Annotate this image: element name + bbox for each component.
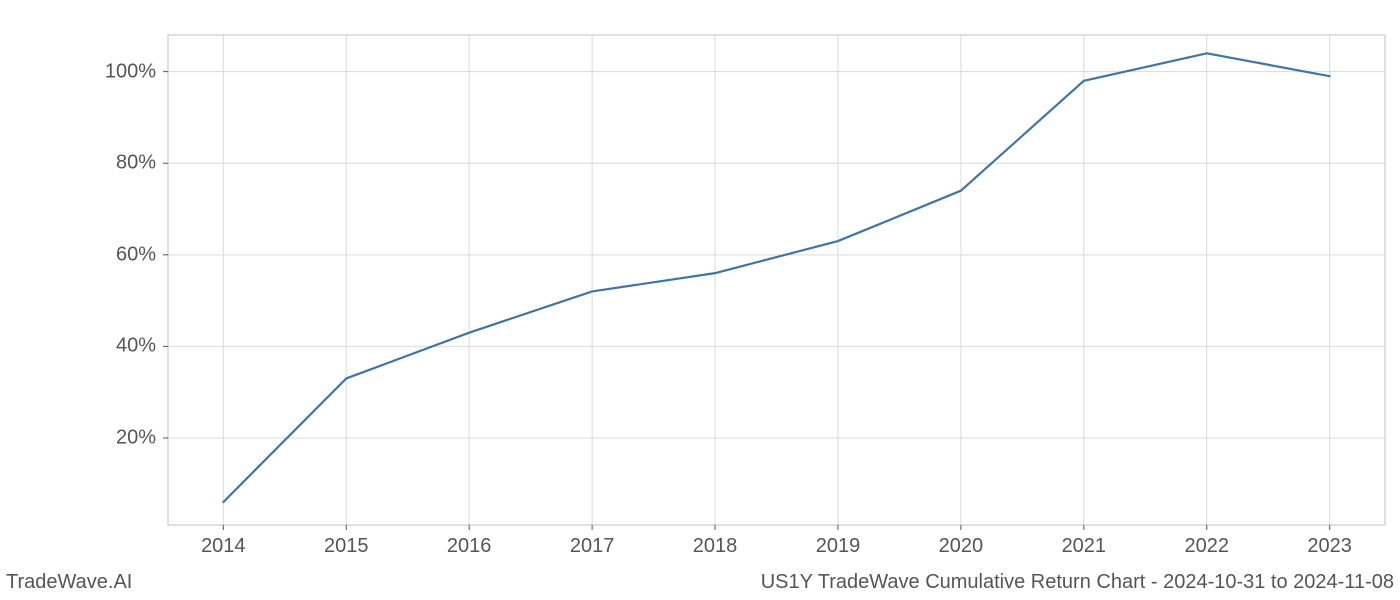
x-tick-label: 2016 xyxy=(447,535,492,558)
y-tick-label: 80% xyxy=(116,152,156,175)
y-tick-label: 100% xyxy=(105,60,156,83)
x-tick-label: 2020 xyxy=(939,535,984,558)
y-tick-label: 40% xyxy=(116,335,156,358)
y-tick-label: 20% xyxy=(116,426,156,449)
x-tick-label: 2015 xyxy=(324,535,369,558)
series-cumulative-return xyxy=(223,53,1329,502)
x-tick-label: 2014 xyxy=(201,535,246,558)
x-tick-label: 2023 xyxy=(1307,535,1352,558)
footer-left-text: TradeWave.AI xyxy=(6,571,132,594)
x-tick-label: 2018 xyxy=(693,535,738,558)
x-tick-label: 2021 xyxy=(1062,535,1107,558)
x-tick-label: 2022 xyxy=(1185,535,1230,558)
chart-container: 2014 2015 2016 2017 2018 2019 2020 2021 2022 2023… xyxy=(0,0,1400,600)
footer-right-text: US1Y TradeWave Cumulative Return Chart -… xyxy=(761,571,1394,594)
y-tick-label: 60% xyxy=(116,243,156,266)
line-chart xyxy=(0,0,1400,600)
x-tick-label: 2017 xyxy=(570,535,615,558)
x-tick-label: 2019 xyxy=(816,535,861,558)
